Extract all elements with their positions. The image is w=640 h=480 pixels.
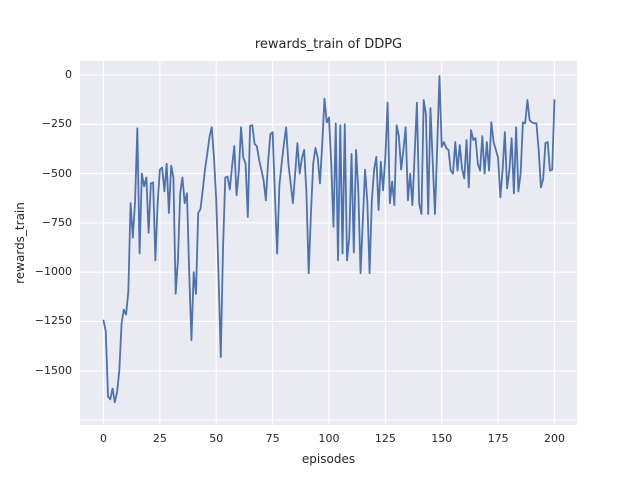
x-tick-label: 75: [265, 432, 280, 445]
y-tick-label: −1500: [34, 363, 72, 377]
y-tick-label: −1000: [34, 265, 72, 279]
y-tick-label: −250: [41, 117, 72, 131]
x-tick-label: 150: [431, 432, 453, 445]
x-tick-label: 25: [152, 432, 167, 445]
x-tick-label: 125: [374, 432, 396, 445]
y-tick-label: −1250: [34, 314, 72, 328]
y-tick-label: −750: [41, 215, 72, 229]
x-tick-label: 100: [318, 432, 340, 445]
x-axis-label: episodes: [301, 452, 356, 466]
chart-title: rewards_train of DDPG: [254, 37, 403, 52]
plot-area: [80, 61, 577, 425]
x-tick-label: 200: [543, 432, 565, 445]
x-tick-label: 50: [209, 432, 224, 445]
x-tick-label: 0: [100, 432, 108, 445]
y-tick-label: 0: [65, 68, 72, 81]
y-tick-label: −500: [41, 166, 72, 180]
chart-canvas: [80, 61, 577, 425]
series-line-rewards_train: [102, 75, 556, 404]
x-tick-label: 175: [487, 432, 509, 445]
